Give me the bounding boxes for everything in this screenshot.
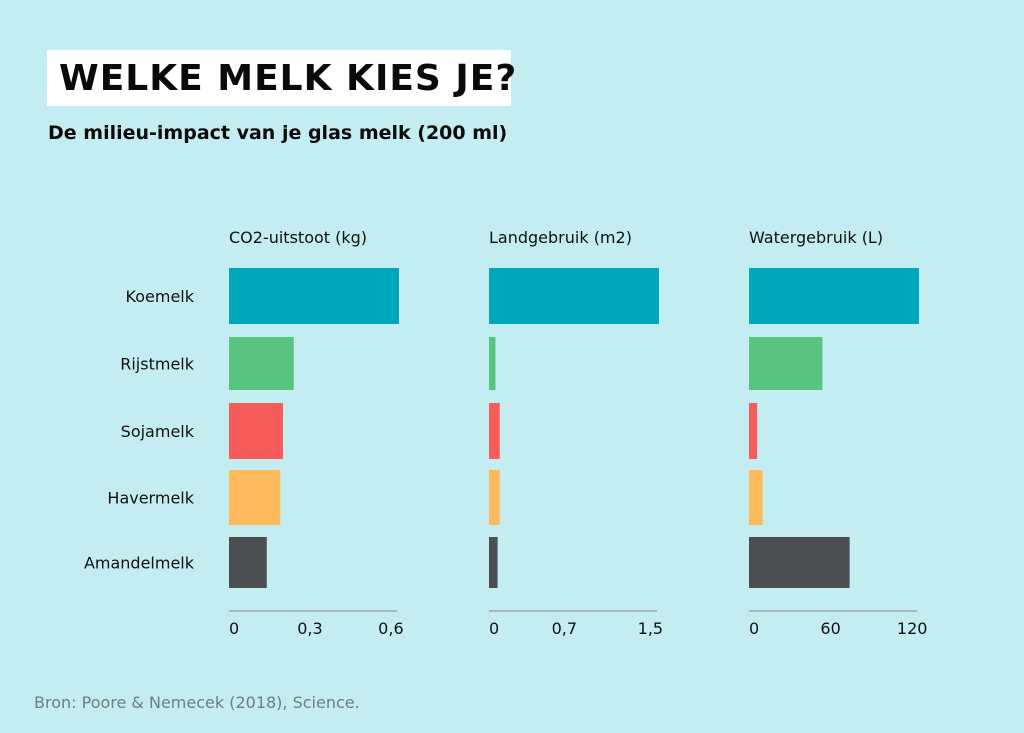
category-label: Koemelk [126,287,195,306]
panel-label: Landgebruik (m2) [489,228,632,247]
tick-label: 60 [820,619,840,638]
bar [229,268,399,324]
bar [229,403,283,459]
category-label: Havermelk [107,489,194,508]
category-label: Rijstmelk [120,355,194,374]
bar [489,537,498,588]
bar [749,337,823,390]
chart-subtitle: De milieu-impact van je glas melk (200 m… [48,122,508,144]
category-label: Sojamelk [121,422,195,441]
bar [489,403,500,459]
bar [229,470,281,525]
panel-label: CO2-uitstoot (kg) [229,228,367,247]
bar [749,537,850,588]
tick-label: 0 [749,619,759,638]
source-note: Bron: Poore & Nemecek (2018), Science. [34,693,360,712]
tick-label: 120 [897,619,928,638]
bar [229,537,267,588]
tick-label: 0,3 [297,619,322,638]
bar [489,470,500,525]
bar [749,268,919,324]
panel-label: Watergebruik (L) [749,228,883,247]
tick-label: 0,7 [552,619,577,638]
tick-label: 1,5 [638,619,663,638]
title-box: WELKE MELK KIES JE? [47,50,516,106]
tick-label: 0 [489,619,499,638]
tick-label: 0 [229,619,239,638]
category-label: Amandelmelk [84,554,195,573]
bar [229,337,294,390]
bar [489,337,496,390]
chart-title: WELKE MELK KIES JE? [59,57,518,99]
tick-label: 0,6 [378,619,403,638]
bar [489,268,659,324]
bar [749,403,758,459]
bar [749,470,763,525]
